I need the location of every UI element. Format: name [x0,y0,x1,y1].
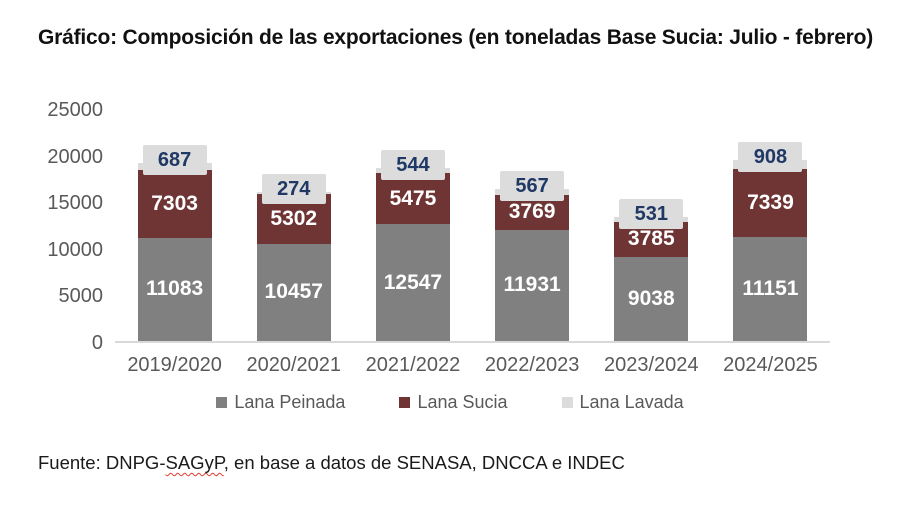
source-note: Fuente: DNPG-SAGyP, en base a datos de S… [38,452,625,474]
source-note-prefix: Fuente: DNPG- [38,452,166,473]
source-note-suffix: , en base a datos de SENASA, DNCCA e IND… [223,452,625,473]
x-axis-category-label: 2024/2025 [723,354,818,376]
legend-color-swatch [216,397,228,408]
bar-stack-2019-2020: 7303 11083 687 [137,145,212,341]
bar-top-label-box: 567 [500,171,565,202]
bar-top-label-box: 531 [619,198,684,229]
x-axis-category-label: 2019/2020 [127,354,222,376]
legend-color-swatch [399,397,411,408]
bar-slot: 3769 11931 567 [473,110,592,341]
bar-segment-lana-peinada: 9038 [614,256,689,341]
bar-stack-2020-2021: 5302 10457 274 [256,173,331,341]
bar-slot: 7339 11151 908 [711,110,830,341]
x-axis-category-label: 2021/2022 [365,354,461,376]
chart-title: Gráfico: Composición de las exportacione… [38,26,874,49]
x-axis-category-label: 2022/2023 [484,354,580,376]
y-axis-tick-label: 10000 [47,238,103,261]
bar-top-label-box: 908 [738,142,803,173]
bar-stack-2023-2024: 3785 9038 531 [614,198,689,341]
legend-item-lana-sucia: Lana Sucia [399,392,508,413]
bar-stack-2022-2023: 3769 11931 567 [495,171,570,341]
bar-segment-lana-peinada: 11931 [495,229,570,341]
plot-area: 7303 11083 687 5302 10457 274 5475 12547 544 3769… [115,110,830,343]
legend: Lana Peinada Lana Sucia Lana Lavada [0,392,900,413]
bar-segment-lana-sucia: 5302 [256,194,331,244]
bar-segment-lana-sucia: 7339 [733,168,808,238]
bar-top-label-box: 544 [380,150,445,181]
bar-segment-lana-sucia: 5475 [375,173,450,225]
legend-label: Lana Sucia [417,392,508,412]
y-axis-tick-label: 15000 [47,192,103,215]
x-axis-labels: 2019/2020 2020/2021 2021/2022 2022/2023 2023… [115,354,830,377]
legend-label: Lana Lavada [579,392,684,412]
bar-slot: 5302 10457 274 [234,110,353,341]
bar-segment-lana-peinada: 12547 [375,224,450,341]
x-axis-category-label: 2020/2021 [246,354,342,376]
bar-segment-lana-peinada: 10457 [256,243,331,341]
legend-item-lana-peinada: Lana Peinada [216,392,345,413]
y-axis-tick-label: 20000 [47,145,103,168]
bar-top-label-box: 687 [142,145,207,176]
bar-stack-2021-2022: 5475 12547 544 [375,150,450,341]
bar-slot: 3785 9038 531 [592,110,711,341]
x-axis-category-label: 2023/2024 [604,354,699,376]
bar-slot: 5475 12547 544 [353,110,472,341]
y-axis-tick-label: 0 [91,332,103,354]
bar-segment-lana-peinada: 11083 [137,237,212,341]
bar-top-label-box: 274 [261,173,326,204]
bar-stack-2024-2025: 7339 11151 908 [733,142,808,341]
bar-segment-lana-sucia: 7303 [137,169,212,238]
legend-label: Lana Peinada [234,392,346,412]
source-note-spellchecked-word: SAGyP [165,452,224,473]
bar-segment-lana-peinada: 11151 [733,237,808,341]
bar-slot: 7303 11083 687 [115,110,234,341]
legend-item-lana-lavada: Lana Lavada [561,392,684,413]
y-axis-tick-label: 5000 [58,285,104,308]
y-axis-tick-label: 25000 [47,99,103,121]
legend-color-swatch [561,397,573,408]
